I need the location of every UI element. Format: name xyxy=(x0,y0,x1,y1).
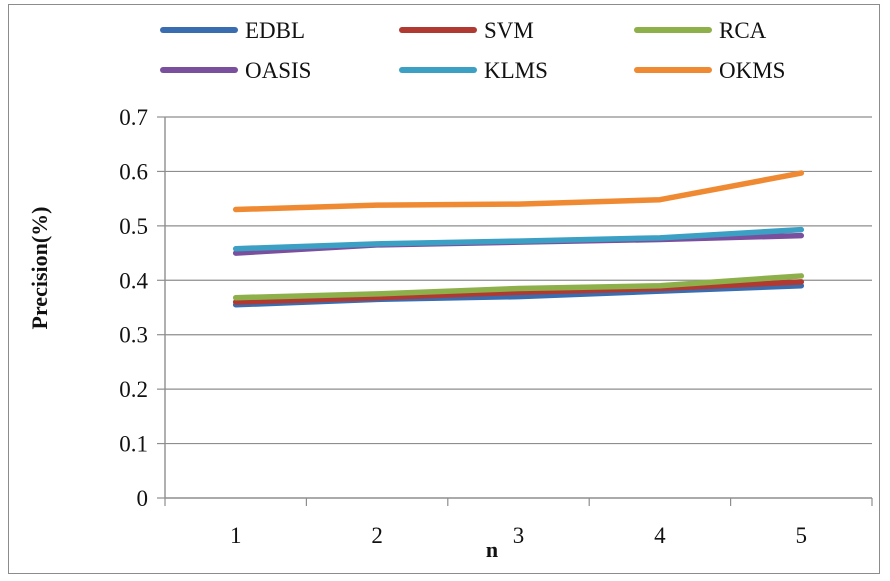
legend-item-svm: SVM xyxy=(399,18,534,43)
legend: EDBL SVM RCA OASIS KLMS OKMS xyxy=(160,18,785,83)
legend-label: EDBL xyxy=(245,18,305,43)
legend-label: RCA xyxy=(719,18,767,43)
legend-item-klms: KLMS xyxy=(399,58,548,83)
y-tick-labels: 0 0.1 0.2 0.3 0.4 0.5 0.6 0.7 xyxy=(119,105,148,511)
series-line-svm xyxy=(232,279,805,305)
series-line-okms xyxy=(232,170,805,213)
x-tick-label: 1 xyxy=(230,523,242,548)
x-tick-label: 5 xyxy=(796,523,808,548)
y-tick-label: 0.5 xyxy=(119,214,148,239)
y-tick-label: 0.1 xyxy=(119,432,148,457)
legend-item-okms: OKMS xyxy=(634,58,785,83)
legend-item-edbl: EDBL xyxy=(160,18,305,43)
legend-label: KLMS xyxy=(484,58,548,83)
x-tick-labels: 1 2 3 4 5 xyxy=(230,523,807,548)
legend-label: SVM xyxy=(484,18,534,43)
y-tick-label: 0.6 xyxy=(119,159,148,184)
x-axis-title: n xyxy=(486,537,498,562)
y-tick-label: 0.2 xyxy=(119,377,148,402)
axes xyxy=(164,117,873,506)
legend-item-oasis: OASIS xyxy=(160,58,311,83)
legend-label: OASIS xyxy=(245,58,311,83)
legend-item-rca: RCA xyxy=(634,18,767,43)
series-line-rca xyxy=(232,273,805,301)
y-axis-title: Precision(%) xyxy=(27,206,52,329)
y-tick-label: 0.4 xyxy=(119,268,148,293)
y-tick-label: 0 xyxy=(137,486,149,511)
x-tick-label: 4 xyxy=(654,523,666,548)
series-lines xyxy=(232,170,805,308)
y-tick-label: 0.7 xyxy=(119,105,148,130)
gridlines xyxy=(157,116,872,499)
x-tick-label: 3 xyxy=(513,523,525,548)
legend-label: OKMS xyxy=(719,58,785,83)
x-tick-label: 2 xyxy=(371,523,383,548)
series-line-klms xyxy=(232,226,805,252)
y-tick-label: 0.3 xyxy=(119,323,148,348)
